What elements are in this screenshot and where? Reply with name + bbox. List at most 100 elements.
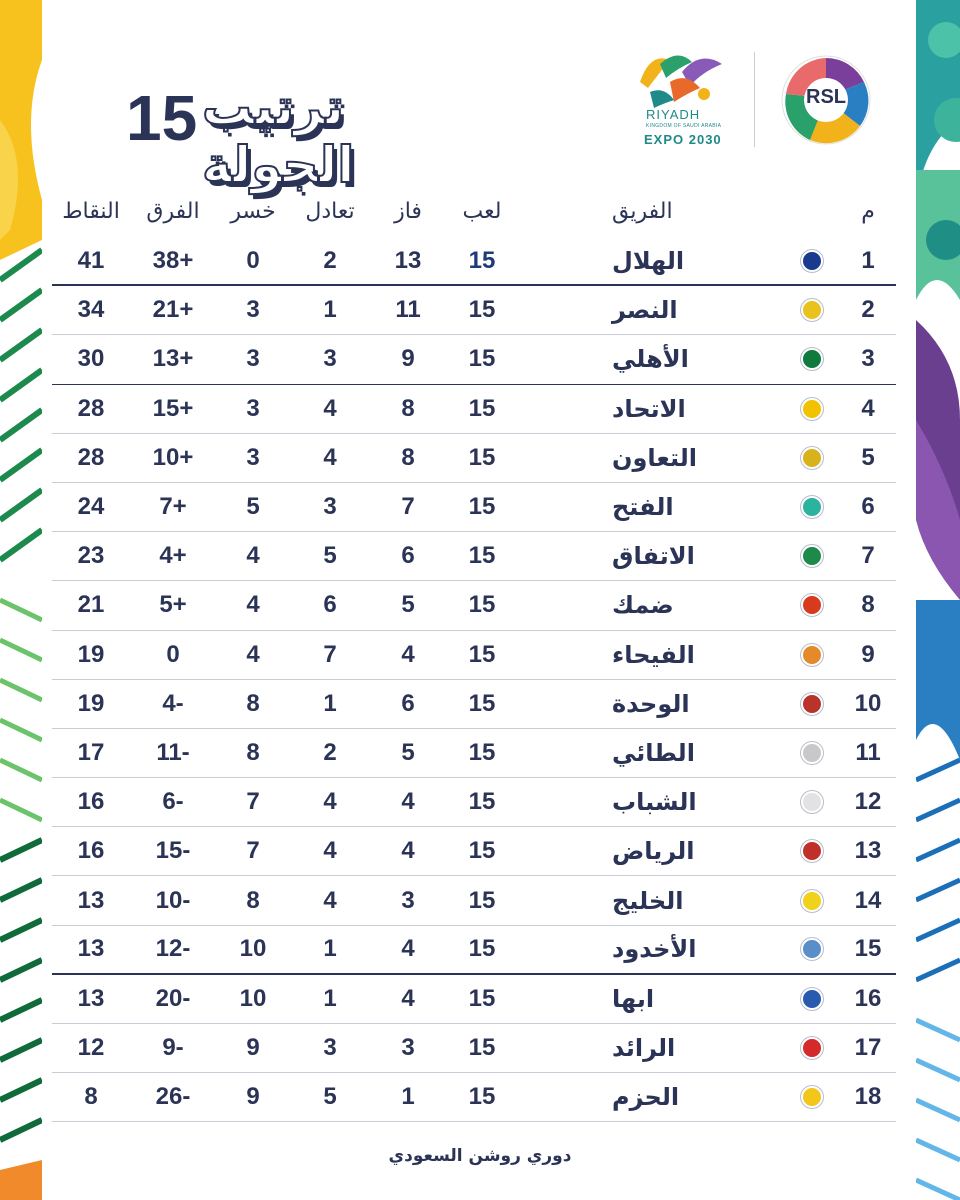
cell-team-name: الفتح <box>612 493 674 522</box>
cell-played: 15 <box>468 246 496 274</box>
cell-points: 17 <box>77 738 105 766</box>
cell-goal-diff: 5+ <box>159 591 187 619</box>
table-row: 13 20- 10 1 4 15 ابها 16 <box>52 975 896 1024</box>
cell-goal-diff: 20- <box>155 984 191 1012</box>
cell-goal-diff: 15- <box>155 837 191 865</box>
cell-points: 30 <box>77 345 105 373</box>
cell-team-name: الوحدة <box>612 689 690 718</box>
team-crest-icon <box>792 385 832 433</box>
cell-team-name: النصر <box>612 296 678 325</box>
cell-played: 15 <box>468 296 496 324</box>
cell-played: 15 <box>468 443 496 471</box>
team-crest-icon <box>792 532 832 580</box>
cell-drawn: 4 <box>323 443 337 471</box>
cell-drawn: 3 <box>323 1034 337 1062</box>
header-goal-diff: الفرق <box>146 198 200 224</box>
header-points: النقاط <box>62 198 120 224</box>
table-row: 13 10- 8 4 3 15 الخليج 14 <box>52 876 896 926</box>
cell-played: 15 <box>468 1034 496 1062</box>
cell-position: 16 <box>854 984 882 1012</box>
cell-drawn: 4 <box>323 394 337 422</box>
table-header: النقاط الفرق خسر تعادل فاز لعب الفريق م <box>52 185 896 237</box>
team-crest-icon <box>792 483 832 531</box>
cell-won: 9 <box>401 345 415 373</box>
cell-lost: 9 <box>246 1034 260 1062</box>
cell-lost: 3 <box>246 345 260 373</box>
cell-points: 13 <box>77 935 105 963</box>
cell-position: 14 <box>854 886 882 914</box>
cell-lost: 3 <box>246 296 260 324</box>
cell-drawn: 7 <box>323 640 337 668</box>
team-crest-icon <box>792 926 832 973</box>
cell-position: 7 <box>861 542 875 570</box>
cell-won: 8 <box>401 394 415 422</box>
team-crest-icon <box>792 631 832 679</box>
team-crest-icon <box>792 778 832 826</box>
cell-played: 15 <box>468 738 496 766</box>
cell-lost: 4 <box>246 640 260 668</box>
cell-team-name: ضمك <box>612 591 674 620</box>
cell-goal-diff: 10- <box>155 886 191 914</box>
cell-drawn: 1 <box>323 984 337 1012</box>
cell-position: 17 <box>854 1034 882 1062</box>
logos: RIYADH KINGDOM OF SAUDI ARABIA EXPO 2030… <box>630 42 900 157</box>
cell-lost: 7 <box>246 837 260 865</box>
cell-won: 4 <box>401 837 415 865</box>
cell-team-name: الأهلي <box>612 345 689 374</box>
cell-played: 15 <box>468 591 496 619</box>
cell-played: 15 <box>468 984 496 1012</box>
team-crest-icon <box>792 434 832 482</box>
cell-won: 4 <box>401 788 415 816</box>
expo-kingdom: KINGDOM OF SAUDI ARABIA <box>646 123 722 129</box>
cell-drawn: 2 <box>323 246 337 274</box>
cell-team-name: الخليج <box>612 886 684 915</box>
table-row: 30 13+ 3 3 9 15 الأهلي 3 <box>52 335 896 385</box>
right-decoration <box>916 0 960 1200</box>
cell-team-name: ابها <box>612 984 655 1013</box>
cell-lost: 8 <box>246 886 260 914</box>
cell-lost: 8 <box>246 689 260 717</box>
cell-drawn: 2 <box>323 738 337 766</box>
cell-position: 6 <box>861 493 875 521</box>
cell-played: 15 <box>468 394 496 422</box>
expo-2030-logo: RIYADH KINGDOM OF SAUDI ARABIA EXPO 2030 <box>630 42 740 152</box>
cell-team-name: الشباب <box>612 788 697 817</box>
header-drawn: تعادل <box>305 198 355 224</box>
team-crest-icon <box>792 680 832 728</box>
cell-position: 3 <box>861 345 875 373</box>
cell-points: 34 <box>77 296 105 324</box>
cell-goal-diff: 13+ <box>152 345 194 373</box>
cell-goal-diff: 12- <box>155 935 191 963</box>
cell-goal-diff: 10+ <box>152 443 194 471</box>
cell-position: 12 <box>854 788 882 816</box>
cell-lost: 3 <box>246 394 260 422</box>
cell-played: 15 <box>468 493 496 521</box>
title-block: 15 ترتيب الجولة <box>62 70 492 195</box>
team-crest-icon <box>792 335 832 383</box>
cell-played: 15 <box>468 640 496 668</box>
table-row: 17 11- 8 2 5 15 الطائي 11 <box>52 729 896 779</box>
table-row: 16 15- 7 4 4 15 الرياض 13 <box>52 827 896 877</box>
team-crest-icon <box>792 975 832 1023</box>
cell-points: 13 <box>77 886 105 914</box>
cell-lost: 10 <box>239 935 267 963</box>
cell-team-name: الطائي <box>612 738 695 767</box>
cell-team-name: الحزم <box>612 1083 680 1112</box>
cell-won: 4 <box>401 640 415 668</box>
cell-points: 28 <box>77 394 105 422</box>
team-crest-icon <box>792 876 832 924</box>
header-lost: خسر <box>230 198 276 224</box>
table-row: 12 9- 9 3 3 15 الرائد 17 <box>52 1024 896 1074</box>
table-body: 41 38+ 0 2 13 15 الهلال 1 34 21+ 3 1 11 15 النصر 2 30 13+… <box>52 237 896 1123</box>
cell-team-name: الاتحاد <box>612 394 686 423</box>
table-row: 21 5+ 4 6 5 15 ضمك 8 <box>52 581 896 631</box>
cell-played: 15 <box>468 935 496 963</box>
cell-goal-diff: 6- <box>162 788 184 816</box>
cell-drawn: 1 <box>323 689 337 717</box>
cell-played: 15 <box>468 542 496 570</box>
cell-points: 8 <box>84 1083 98 1111</box>
cell-won: 7 <box>401 493 415 521</box>
cell-points: 13 <box>77 984 105 1012</box>
cell-team-name: الاتفاق <box>612 542 695 571</box>
cell-points: 41 <box>77 246 105 274</box>
